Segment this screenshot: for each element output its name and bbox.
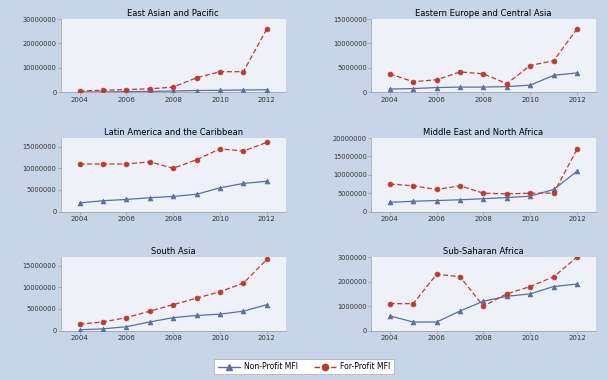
Title: East Asian and Pacific: East Asian and Pacific (128, 9, 219, 18)
Title: Eastern Europe and Central Asia: Eastern Europe and Central Asia (415, 9, 551, 18)
Legend: Non-Profit MFI, For-Profit MFI: Non-Profit MFI, For-Profit MFI (215, 359, 393, 374)
Title: Sub-Saharan Africa: Sub-Saharan Africa (443, 247, 523, 256)
Title: Middle East and North Africa: Middle East and North Africa (423, 128, 544, 137)
Title: South Asia: South Asia (151, 247, 196, 256)
Title: Latin America and the Caribbean: Latin America and the Caribbean (103, 128, 243, 137)
